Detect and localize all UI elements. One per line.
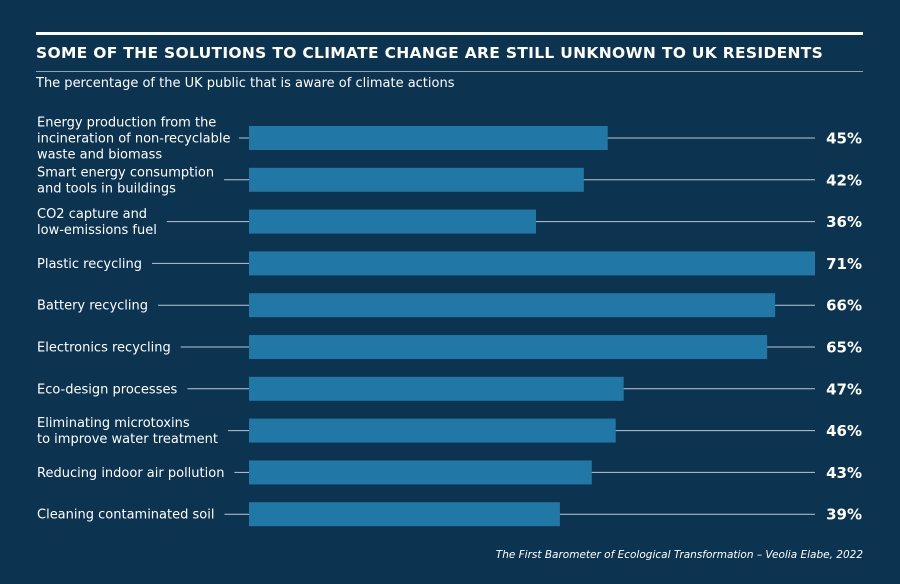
bar [249,167,584,192]
value-label: 42% [826,171,862,189]
bar [249,460,592,485]
top-rule [36,32,863,35]
category-label: Reducing indoor air pollution [37,466,224,481]
category-label: Eliminating microtoxins to improve water … [37,416,218,447]
category-label: Plastic recycling [37,257,142,272]
bar [249,502,560,527]
bar [249,209,536,234]
category-label: Electronics recycling [37,341,171,356]
subtitle-rule [36,71,863,72]
chart-title: SOME OF THE SOLUTIONS TO CLIMATE CHANGE … [36,44,824,62]
chart-subtitle: The percentage of the UK public that is … [36,76,455,91]
value-label: 46% [826,422,862,440]
value-label: 39% [826,506,862,524]
bar [249,376,624,401]
value-label: 45% [826,130,862,148]
value-label: 65% [826,339,862,357]
bar [249,418,616,443]
value-label: 43% [826,464,862,482]
bar [249,251,815,276]
category-label: Cleaning contaminated soil [37,508,214,523]
category-label: Battery recycling [37,299,148,314]
bar [249,126,608,150]
bar [249,335,768,359]
value-label: 47% [826,380,862,398]
category-label: CO2 capture and low-emissions fuel [37,207,157,238]
value-label: 66% [826,297,862,315]
value-label: 71% [826,255,862,273]
category-label: Eco-design processes [37,382,177,397]
category-label: Energy production from the incineration o… [37,116,230,163]
value-label: 36% [826,213,862,231]
bar [249,293,776,318]
category-label: Smart energy consumption and tools in bui… [37,165,214,196]
source-note: The First Barometer of Ecological Transf… [495,549,863,561]
